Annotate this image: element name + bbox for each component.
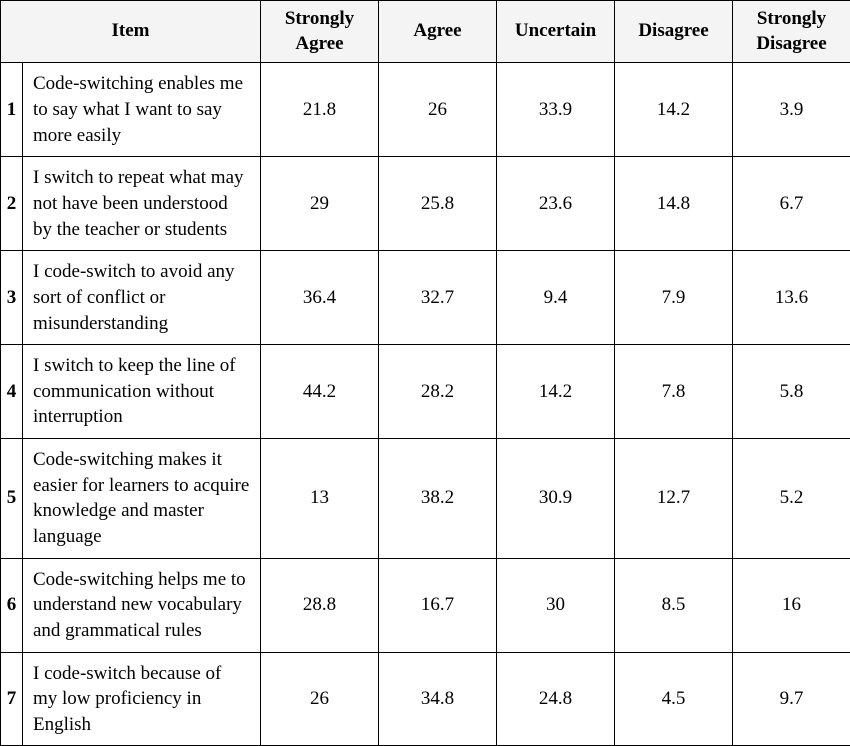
row-value: 33.9 <box>497 63 615 157</box>
row-value: 14.2 <box>615 63 733 157</box>
row-value: 29 <box>261 157 379 251</box>
row-value: 3.9 <box>733 63 850 157</box>
row-number: 5 <box>1 439 23 559</box>
row-value: 14.8 <box>615 157 733 251</box>
row-item-text: Code-switching helps me to understand ne… <box>23 558 261 652</box>
row-value: 28.2 <box>379 345 497 439</box>
row-value: 9.7 <box>733 652 850 746</box>
table-row: 4I switch to keep the line of communicat… <box>1 345 850 439</box>
row-value: 34.8 <box>379 652 497 746</box>
row-item-text: Code-switching enables me to say what I … <box>23 63 261 157</box>
row-value: 44.2 <box>261 345 379 439</box>
table-row: 5Code-switching makes it easier for lear… <box>1 439 850 559</box>
row-number: 1 <box>1 63 23 157</box>
row-number: 6 <box>1 558 23 652</box>
row-number: 2 <box>1 157 23 251</box>
header-strongly-disagree: Strongly Disagree <box>733 1 850 63</box>
table-row: 2I switch to repeat what may not have be… <box>1 157 850 251</box>
row-value: 7.8 <box>615 345 733 439</box>
table-body: 1Code-switching enables me to say what I… <box>1 63 850 746</box>
row-value: 28.8 <box>261 558 379 652</box>
row-value: 36.4 <box>261 251 379 345</box>
row-value: 26 <box>261 652 379 746</box>
row-number: 7 <box>1 652 23 746</box>
survey-table: Item Strongly Agree Agree Uncertain Disa… <box>0 0 850 746</box>
table-row: 7I code-switch because of my low profici… <box>1 652 850 746</box>
row-value: 14.2 <box>497 345 615 439</box>
row-value: 13.6 <box>733 251 850 345</box>
row-value: 16 <box>733 558 850 652</box>
row-value: 9.4 <box>497 251 615 345</box>
row-item-text: I code-switch because of my low proficie… <box>23 652 261 746</box>
row-value: 5.8 <box>733 345 850 439</box>
row-value: 23.6 <box>497 157 615 251</box>
table-row: 3I code-switch to avoid any sort of conf… <box>1 251 850 345</box>
row-value: 16.7 <box>379 558 497 652</box>
table-row: 6Code-switching helps me to understand n… <box>1 558 850 652</box>
row-item-text: I code-switch to avoid any sort of confl… <box>23 251 261 345</box>
row-value: 6.7 <box>733 157 850 251</box>
header-strongly-agree: Strongly Agree <box>261 1 379 63</box>
row-item-text: Code-switching makes it easier for learn… <box>23 439 261 559</box>
row-value: 21.8 <box>261 63 379 157</box>
header-uncertain: Uncertain <box>497 1 615 63</box>
row-value: 30.9 <box>497 439 615 559</box>
header-agree: Agree <box>379 1 497 63</box>
header-disagree: Disagree <box>615 1 733 63</box>
row-number: 4 <box>1 345 23 439</box>
row-value: 5.2 <box>733 439 850 559</box>
survey-table-container: Item Strongly Agree Agree Uncertain Disa… <box>0 0 850 746</box>
row-item-text: I switch to repeat what may not have bee… <box>23 157 261 251</box>
row-item-text: I switch to keep the line of communicati… <box>23 345 261 439</box>
header-row: Item Strongly Agree Agree Uncertain Disa… <box>1 1 850 63</box>
row-value: 25.8 <box>379 157 497 251</box>
row-value: 26 <box>379 63 497 157</box>
row-value: 30 <box>497 558 615 652</box>
row-value: 24.8 <box>497 652 615 746</box>
row-number: 3 <box>1 251 23 345</box>
row-value: 8.5 <box>615 558 733 652</box>
table-row: 1Code-switching enables me to say what I… <box>1 63 850 157</box>
row-value: 12.7 <box>615 439 733 559</box>
row-value: 32.7 <box>379 251 497 345</box>
table-header: Item Strongly Agree Agree Uncertain Disa… <box>1 1 850 63</box>
row-value: 38.2 <box>379 439 497 559</box>
row-value: 13 <box>261 439 379 559</box>
row-value: 7.9 <box>615 251 733 345</box>
header-item: Item <box>1 1 261 63</box>
row-value: 4.5 <box>615 652 733 746</box>
